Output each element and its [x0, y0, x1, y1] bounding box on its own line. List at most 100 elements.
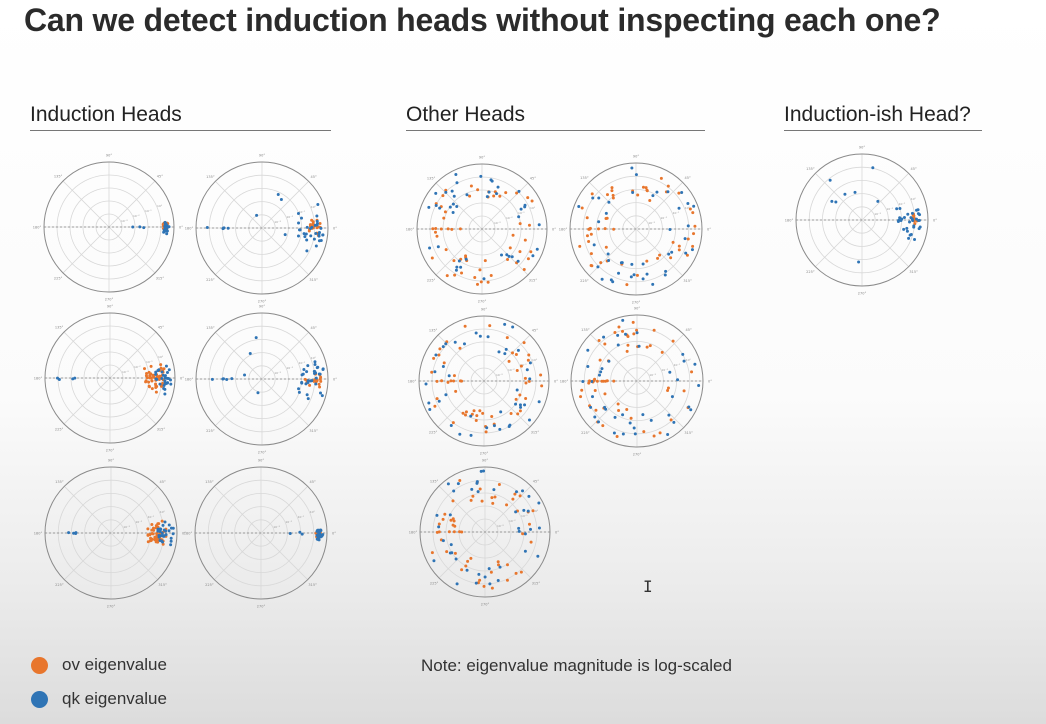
qk-eigenvalue-point — [537, 501, 540, 504]
radial-tick-label: 10⁻¹ — [674, 363, 681, 367]
ov-eigenvalue-point — [490, 571, 493, 574]
ov-eigenvalue-point — [590, 264, 593, 267]
ov-eigenvalue-point — [528, 380, 531, 383]
radial-tick-label: 10⁰ — [532, 358, 538, 362]
ov-eigenvalue-point — [453, 374, 456, 377]
qk-eigenvalue-point — [605, 212, 608, 215]
ov-eigenvalue-point — [645, 260, 648, 263]
qk-eigenvalue-point — [437, 245, 440, 248]
ov-eigenvalue-point — [589, 227, 592, 230]
ov-eigenvalue-point — [155, 391, 158, 394]
qk-eigenvalue-point — [500, 253, 503, 256]
ov-eigenvalue-point — [148, 374, 151, 377]
qk-eigenvalue-point — [165, 232, 168, 235]
qk-eigenvalue-point — [591, 395, 594, 398]
qk-eigenvalue-point — [455, 205, 458, 208]
qk-eigenvalue-point — [157, 534, 160, 537]
angle-tick-label: 90° — [259, 305, 265, 309]
ov-eigenvalue-point — [487, 281, 490, 284]
qk-eigenvalue-point — [876, 200, 879, 203]
qk-eigenvalue-point — [517, 215, 520, 218]
angle-tick-label: 0° — [333, 378, 337, 382]
qk-eigenvalue-point — [225, 378, 228, 381]
qk-eigenvalue-point — [162, 524, 165, 527]
ov-eigenvalue-point — [453, 530, 456, 533]
qk-eigenvalue-point — [630, 275, 633, 278]
qk-eigenvalue-point — [630, 166, 633, 169]
radial-tick-label: 10⁰ — [157, 204, 163, 208]
qk-eigenvalue-point — [617, 343, 620, 346]
ov-eigenvalue-point — [506, 579, 509, 582]
ov-eigenvalue-point — [586, 234, 589, 237]
ov-eigenvalue-point — [492, 195, 495, 198]
ov-eigenvalue-point — [458, 347, 461, 350]
qk-eigenvalue-point — [518, 530, 521, 533]
qk-eigenvalue-point — [529, 361, 532, 364]
angular-gridline-315 — [109, 227, 155, 273]
angular-gridline-135 — [438, 335, 484, 381]
qk-eigenvalue-point — [221, 378, 224, 381]
ov-eigenvalue-point — [613, 331, 616, 334]
ov-eigenvalue-point — [433, 405, 436, 408]
angular-gridline-45 — [637, 334, 684, 381]
ov-eigenvalue-point — [437, 354, 440, 357]
qk-eigenvalue-point — [307, 397, 310, 400]
qk-eigenvalue-point — [318, 373, 321, 376]
qk-eigenvalue-point — [529, 528, 532, 531]
ov-eigenvalue-point — [588, 379, 591, 382]
ov-eigenvalue-point — [604, 380, 607, 383]
angular-gridline-135 — [64, 486, 111, 533]
angular-gridline-225 — [589, 229, 636, 276]
ov-eigenvalue-point — [318, 385, 321, 388]
angular-gridline-135 — [815, 173, 862, 220]
ov-eigenvalue-point — [497, 560, 500, 563]
ov-eigenvalue-point — [450, 228, 453, 231]
ov-eigenvalue-point — [630, 417, 633, 420]
ov-eigenvalue-point — [524, 239, 527, 242]
qk-eigenvalue-point — [470, 488, 473, 491]
qk-eigenvalue-point — [607, 259, 610, 262]
qk-eigenvalue-point — [475, 582, 478, 585]
ov-eigenvalue-point — [161, 520, 164, 523]
qk-eigenvalue-point — [666, 190, 669, 193]
ov-eigenvalue-point — [436, 531, 439, 534]
radial-tick-label: 10⁻³ — [648, 221, 655, 225]
angle-tick-label: 135° — [55, 480, 64, 484]
ov-eigenvalue-point — [530, 541, 533, 544]
qk-eigenvalue-point — [897, 220, 900, 223]
polar-plot-inductionish-1: 0°45°90°135°180°225°270°315°10⁻³10⁻²10⁻¹… — [782, 140, 942, 300]
ov-eigenvalue-point — [447, 381, 450, 384]
qk-eigenvalue-point — [516, 389, 519, 392]
qk-eigenvalue-point — [160, 540, 163, 543]
angle-tick-label: 135° — [806, 167, 815, 171]
ov-eigenvalue-point — [612, 197, 615, 200]
radial-tick-label: 10⁻² — [133, 214, 140, 218]
ov-eigenvalue-point — [473, 276, 476, 279]
ov-eigenvalue-point — [150, 523, 153, 526]
qk-eigenvalue-point — [871, 166, 874, 169]
qk-eigenvalue-point — [524, 550, 527, 553]
qk-eigenvalue-point — [536, 248, 539, 251]
qk-eigenvalue-point — [162, 231, 165, 234]
ov-eigenvalue-point — [150, 379, 153, 382]
qk-eigenvalue-point — [607, 201, 610, 204]
angle-tick-label: 90° — [479, 156, 485, 160]
ov-eigenvalue-point — [524, 377, 527, 380]
angle-tick-label: 45° — [530, 177, 536, 181]
qk-eigenvalue-point — [917, 208, 920, 211]
qk-eigenvalue-point — [314, 382, 317, 385]
qk-eigenvalue-point — [691, 248, 694, 251]
ov-eigenvalue-point — [653, 434, 656, 437]
qk-eigenvalue-point — [498, 428, 501, 431]
qk-eigenvalue-point — [303, 232, 306, 235]
qk-eigenvalue-point — [905, 227, 908, 230]
qk-eigenvalue-point — [650, 419, 653, 422]
ov-eigenvalue-point — [154, 382, 157, 385]
qk-eigenvalue-point — [683, 360, 686, 363]
angle-tick-label: 45° — [911, 167, 917, 171]
ov-eigenvalue-point — [491, 502, 494, 505]
angle-tick-label: 225° — [430, 581, 439, 585]
ov-eigenvalue-point — [590, 252, 593, 255]
radial-tick-label: 10⁰ — [530, 206, 536, 210]
qk-eigenvalue-point — [427, 402, 430, 405]
